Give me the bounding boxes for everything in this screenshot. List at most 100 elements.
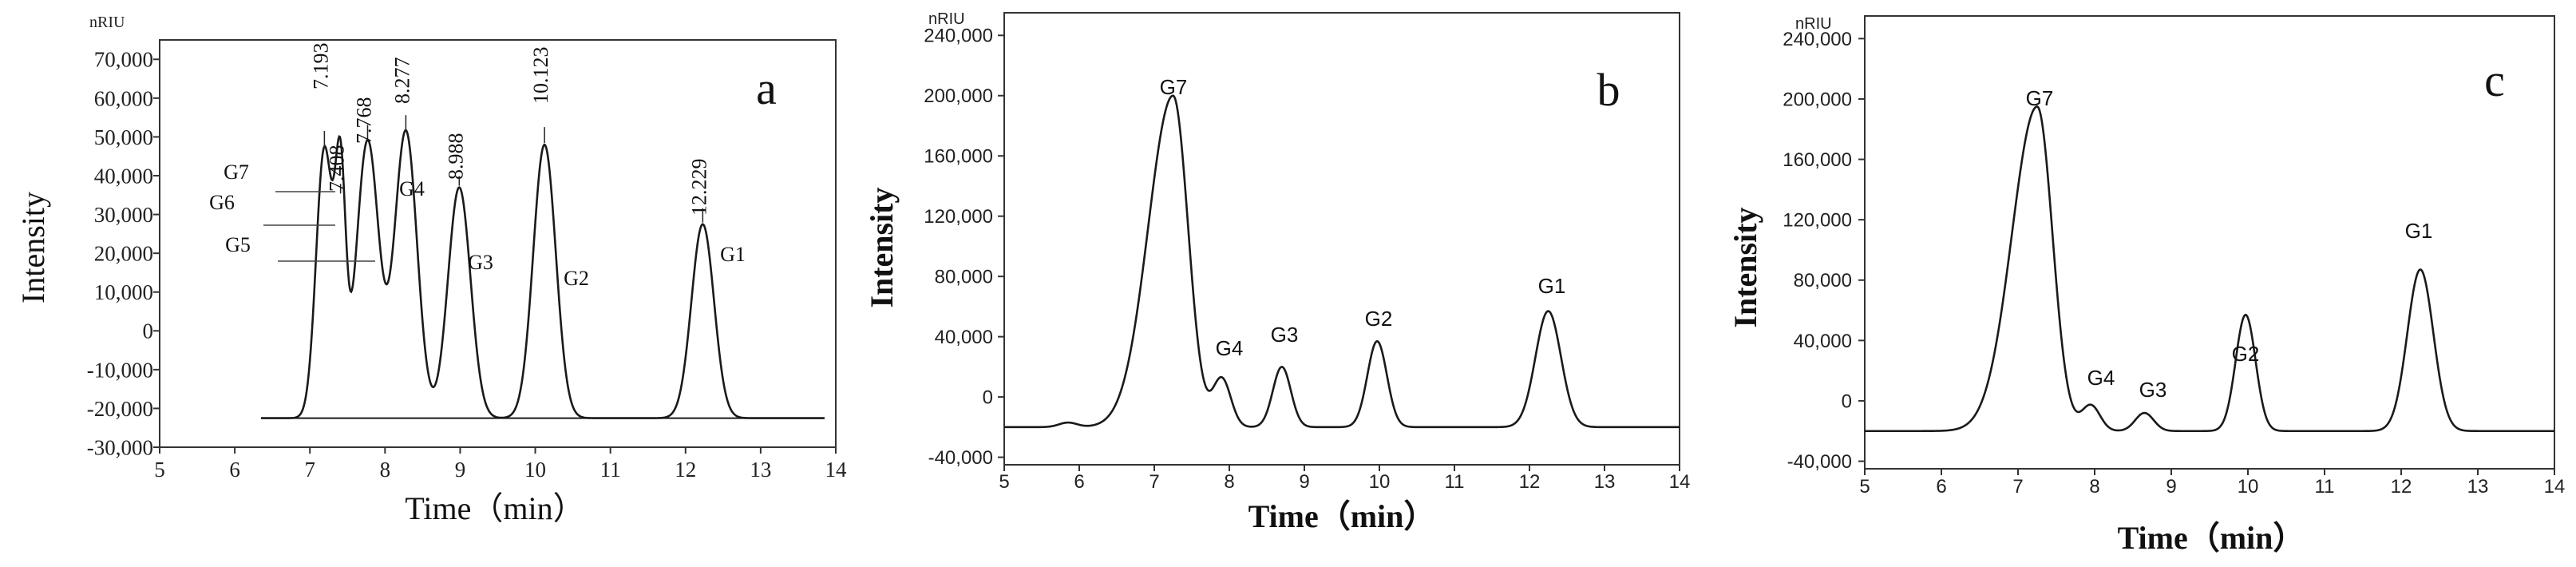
x-tick-label: 7	[2012, 476, 2023, 498]
x-tick-label: 5	[1859, 476, 1870, 498]
y-tick-label: -40,000	[928, 447, 993, 469]
y-tick-label: 200,000	[1783, 89, 1852, 110]
peak-name-label: G1	[2405, 219, 2433, 243]
peak-name-label: G6	[209, 191, 235, 214]
plot-frame	[159, 39, 837, 448]
x-tick-label: 13	[2467, 476, 2489, 498]
x-tick-label: 8	[2089, 476, 2099, 498]
y-tick-label: 20,000	[94, 242, 153, 266]
x-tick-label: 14	[825, 458, 848, 482]
x-axis-label: Time（min）	[2118, 520, 2305, 556]
x-tick-label: 6	[229, 458, 240, 482]
panel-label: c	[2484, 54, 2505, 106]
y-tick-label: 70,000	[94, 48, 153, 72]
plot-frame	[1864, 15, 2555, 470]
peak-name-label: G3	[468, 251, 493, 274]
retention-time-label: 7.408	[326, 145, 349, 192]
x-tick-label: 11	[600, 458, 621, 482]
retention-time-label: 10.123	[529, 47, 552, 105]
x-tick-label: 12	[675, 458, 696, 482]
x-tick-label: 13	[1594, 471, 1616, 493]
retention-time-label: 8.988	[444, 133, 467, 180]
x-tick-label: 5	[154, 458, 165, 482]
x-tick-label: 6	[1936, 476, 1946, 498]
retention-time-label: 7.768	[352, 97, 375, 144]
y-tick-label: 120,000	[1783, 210, 1852, 232]
peak-name-label: G3	[2139, 378, 2167, 402]
x-tick-label: 12	[2391, 476, 2412, 498]
peak-name-label: G4	[1216, 336, 1244, 360]
y-tick-label: 60,000	[94, 86, 153, 110]
y-axis-label: Intensity	[1727, 207, 1763, 327]
peak-name-label: G2	[1365, 307, 1393, 331]
y-tick-label: 0	[983, 387, 993, 409]
y-tick-label: 200,000	[924, 85, 993, 107]
x-tick-label: 13	[750, 458, 771, 482]
retention-time-label: 7.193	[309, 43, 332, 90]
y-tick-label: 240,000	[1783, 29, 1852, 50]
y-tick-label: 50,000	[94, 125, 153, 149]
y-axis-label: Intensity	[864, 187, 900, 307]
y-unit-label: nRIU	[928, 10, 965, 28]
x-tick-label: 11	[1445, 471, 1465, 493]
x-tick-label: 9	[1299, 471, 1309, 493]
x-tick-label: 9	[2166, 476, 2176, 498]
peak-name-label: G4	[2087, 366, 2115, 390]
x-tick-label: 7	[304, 458, 315, 482]
y-tick-label: -30,000	[87, 435, 153, 459]
y-tick-label: 160,000	[1783, 149, 1852, 171]
peak-name-label: G1	[720, 243, 746, 266]
y-tick-label: 30,000	[94, 203, 153, 227]
y-tick-label: 240,000	[924, 26, 993, 47]
y-tick-label: 40,000	[1794, 331, 1852, 352]
x-tick-label: 12	[1519, 471, 1541, 493]
x-tick-label: 14	[2544, 476, 2566, 498]
x-axis-label: Time（min）	[405, 490, 584, 526]
y-tick-label: 0	[143, 319, 154, 343]
y-axis-label: Intensity	[15, 192, 51, 303]
peak-name-label: G7	[2026, 86, 2054, 110]
chromatogram-line	[1865, 105, 2554, 433]
y-tick-label: -10,000	[87, 358, 153, 382]
y-tick-label: -20,000	[87, 397, 153, 421]
y-tick-label: 0	[1842, 391, 1852, 412]
y-unit-label: nRIU	[89, 14, 125, 31]
y-tick-label: -40,000	[1787, 451, 1852, 473]
y-tick-label: 80,000	[935, 267, 993, 288]
x-tick-label: 14	[1669, 471, 1691, 493]
chromatogram-line	[261, 129, 825, 419]
x-axis-label: Time（min）	[1248, 498, 1436, 534]
plot-frame	[1003, 12, 1680, 466]
x-tick-label: 10	[524, 458, 546, 482]
panel-label: a	[756, 62, 777, 114]
retention-time-label: 12.229	[687, 159, 710, 216]
y-tick-label: 160,000	[924, 146, 993, 168]
peak-name-label: G4	[399, 177, 425, 200]
y-tick-label: 40,000	[94, 164, 153, 188]
x-tick-label: 7	[1149, 471, 1159, 493]
peak-name-label: G2	[2232, 342, 2260, 366]
x-tick-label: 10	[1369, 471, 1391, 493]
x-tick-label: 8	[380, 458, 391, 482]
peak-name-label: G1	[1538, 274, 1566, 298]
retention-time-label: 8.277	[390, 57, 414, 105]
x-tick-label: 9	[455, 458, 466, 482]
peak-name-label: G2	[564, 267, 589, 290]
peak-name-label: G5	[225, 233, 251, 256]
peak-name-label: G7	[224, 161, 249, 184]
panel-label: b	[1597, 64, 1620, 116]
y-tick-label: 120,000	[924, 206, 993, 228]
chromatogram-line	[1004, 94, 1680, 429]
y-tick-label: 80,000	[1794, 270, 1852, 291]
x-tick-label: 11	[2315, 476, 2335, 498]
x-tick-label: 5	[999, 471, 1009, 493]
y-tick-label: 10,000	[94, 280, 153, 304]
y-tick-label: 40,000	[935, 327, 993, 348]
peak-name-label: G7	[1160, 75, 1188, 99]
y-unit-label: nRIU	[1795, 15, 1832, 33]
x-tick-label: 8	[1224, 471, 1234, 493]
peak-name-label: G3	[1271, 323, 1299, 347]
x-tick-label: 10	[2238, 476, 2259, 498]
x-tick-label: 6	[1074, 471, 1084, 493]
